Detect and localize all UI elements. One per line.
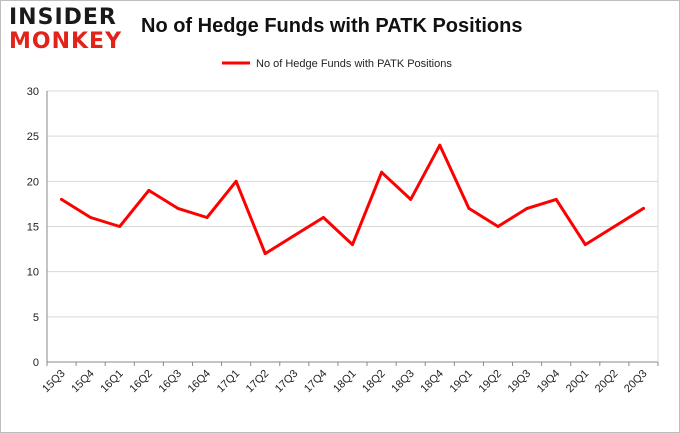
data-point [176, 206, 180, 210]
insider-monkey-logo: INSIDER MONKEY [9, 7, 122, 53]
x-tick-label: 18Q2 [360, 368, 388, 396]
y-tick-label: 25 [27, 131, 39, 143]
series-lines [60, 143, 645, 256]
x-tick-label: 16Q4 [186, 368, 214, 396]
logo-line-2: MONKEY [9, 29, 123, 54]
y-tick-label: 10 [27, 267, 39, 279]
y-tick-labels: 0 5 10 15 20 25 30 [27, 86, 39, 369]
data-point [641, 206, 645, 210]
x-tick-label: 15Q4 [69, 368, 97, 396]
data-point [409, 197, 413, 201]
data-point [612, 225, 616, 228]
data-point [147, 188, 151, 192]
x-tick-label: 19Q1 [447, 368, 475, 396]
x-tick-label: 20Q3 [622, 368, 650, 396]
data-point [60, 197, 64, 201]
axes [46, 91, 659, 366]
x-tick-label: 20Q1 [564, 368, 592, 396]
data-point [263, 252, 267, 256]
x-tick-label: 17Q1 [215, 368, 243, 396]
data-point [89, 215, 93, 219]
y-tick-label: 15 [27, 222, 39, 234]
x-tick-label: 20Q2 [593, 368, 621, 396]
data-point [554, 197, 558, 201]
x-tick-label: 17Q3 [273, 368, 301, 396]
data-point [496, 225, 500, 228]
chart-title: No of Hedge Funds with PATK Positions [141, 15, 523, 37]
y-tick-label: 5 [33, 312, 39, 324]
x-tick-label: 18Q3 [389, 368, 417, 396]
data-point [118, 225, 122, 228]
x-tick-label: 15Q3 [40, 368, 68, 396]
y-tick-label: 0 [33, 357, 39, 369]
x-tick-label: 16Q2 [127, 368, 155, 396]
x-tick-labels: 15Q3 15Q4 16Q1 16Q2 16Q3 16Q4 17Q1 17Q2 17Q3 17Q4… [40, 368, 649, 396]
x-tick-label: 16Q3 [157, 368, 185, 396]
data-point [438, 143, 442, 147]
data-point [205, 215, 209, 219]
x-tick-label: 18Q4 [418, 368, 446, 396]
data-point [351, 243, 354, 247]
data-point [583, 243, 587, 247]
data-point [234, 179, 238, 183]
x-tick-label: 19Q4 [535, 368, 563, 396]
data-point [292, 234, 296, 238]
legend-label: No of Hedge Funds with PATK Positions [256, 58, 452, 70]
x-tick-label: 17Q4 [302, 368, 330, 396]
y-tick-label: 20 [27, 176, 39, 188]
x-tick-label: 16Q1 [98, 368, 126, 396]
x-tick-label: 19Q3 [506, 368, 534, 396]
data-point [321, 215, 325, 219]
data-point [467, 206, 471, 210]
logo-line-1: INSIDER [9, 5, 117, 30]
gridlines [47, 90, 658, 318]
x-tick-label: 19Q2 [477, 368, 505, 396]
x-tick-label: 18Q1 [331, 368, 359, 396]
x-tick-label: 17Q2 [244, 368, 272, 396]
y-tick-label: 30 [27, 86, 39, 98]
legend: No of Hedge Funds with PATK Positions [222, 58, 452, 70]
data-point [380, 170, 384, 174]
data-point [525, 206, 529, 210]
